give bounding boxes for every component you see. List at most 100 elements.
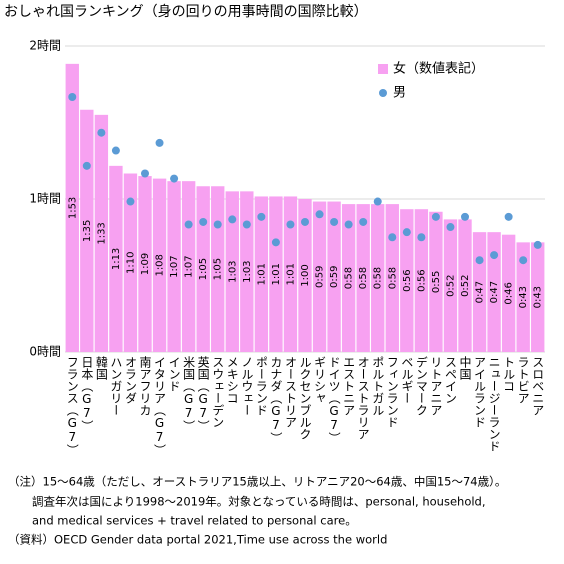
bar <box>298 199 312 352</box>
value-label: 0:56 <box>402 269 413 291</box>
value-label: 1:10 <box>125 252 136 274</box>
x-tick-label: カナダ（G7） <box>269 356 283 444</box>
bar <box>501 234 516 352</box>
bar <box>109 165 123 352</box>
dot <box>184 220 193 229</box>
dot <box>228 215 237 224</box>
bar <box>80 109 94 352</box>
bar <box>196 186 210 352</box>
dot <box>68 93 77 101</box>
x-tick-label: スロベニア <box>531 356 545 416</box>
dot <box>504 212 513 221</box>
dot <box>533 240 542 249</box>
legend-label: 男 <box>393 86 406 101</box>
x-tick-label: ポーランド <box>254 356 268 416</box>
x-tick-label: イタリア（G7） <box>153 356 167 456</box>
x-tick-label: ハンガリー <box>109 356 123 416</box>
value-label: 1:01 <box>256 263 267 285</box>
dot <box>475 256 484 265</box>
value-label: 1:03 <box>242 260 253 282</box>
dot <box>257 212 266 221</box>
bar <box>225 191 239 352</box>
y-tick-label: 2時間 <box>29 39 61 53</box>
value-label: 0:58 <box>358 267 369 289</box>
value-label: 1:07 <box>184 255 195 277</box>
bar <box>385 204 399 352</box>
dot <box>286 220 295 229</box>
bar <box>283 196 298 352</box>
x-tick-label: オランダ <box>123 356 137 404</box>
bar <box>414 209 429 352</box>
bar <box>371 204 385 352</box>
value-label: 1:00 <box>300 264 311 286</box>
x-tick-label: 英国（G7） <box>196 356 210 432</box>
x-tick-label: スウェーデン <box>211 356 225 428</box>
legend-swatch <box>378 64 388 74</box>
x-tick-label: 韓国 <box>94 356 108 380</box>
note: 調査年次は国により1998～2019年。対象となっている時間は、personal… <box>32 495 486 509</box>
x-tick-label: リトアニア <box>429 356 443 416</box>
value-label: 0:58 <box>387 267 398 289</box>
x-tick-label: ルクセンブルク <box>298 356 312 440</box>
value-label: 1:03 <box>227 260 238 282</box>
value-label: 1:07 <box>169 255 180 277</box>
value-label: 0:47 <box>475 281 486 303</box>
value-label: 1:35 <box>82 220 93 242</box>
value-label: 1:01 <box>285 263 296 285</box>
dot <box>388 233 397 242</box>
dot <box>446 223 455 232</box>
bar <box>152 178 167 352</box>
x-tick-label: オーストラリア <box>356 356 370 440</box>
x-tick-label: フィンランド <box>385 356 399 428</box>
x-tick-label: インド <box>167 356 181 392</box>
bar <box>487 232 501 352</box>
x-tick-label: アイルランド <box>473 356 487 428</box>
dot <box>126 197 135 206</box>
value-label: 0:56 <box>416 269 427 291</box>
dot <box>213 220 222 229</box>
y-tick-label: 0時間 <box>29 345 61 359</box>
chart-title: おしゃれ国ランキング（身の回りの用事時間の国際比較） <box>4 4 368 20</box>
dot <box>82 161 91 170</box>
bar <box>138 176 152 352</box>
legend-label: 女（数値表記） <box>393 61 484 77</box>
bar <box>400 209 414 352</box>
value-label: 0:47 <box>489 281 500 303</box>
legend-swatch <box>379 89 387 97</box>
x-tick-label: ラトビア <box>516 356 530 404</box>
x-tick-label: 南アフリカ <box>138 355 152 416</box>
bar <box>123 173 138 352</box>
value-label: 1:53 <box>67 197 78 219</box>
bar <box>341 204 356 352</box>
bar <box>458 219 472 352</box>
value-label: 1:05 <box>198 258 209 280</box>
dot <box>431 212 440 221</box>
x-tick-label: ベルギー <box>400 356 414 404</box>
y-tick-label: 1時間 <box>29 192 61 206</box>
bar <box>94 114 109 352</box>
bar <box>327 201 341 352</box>
value-label: 0:52 <box>460 274 471 296</box>
bar <box>356 204 370 352</box>
x-tick-label: オーストリア <box>283 356 297 428</box>
bar <box>269 196 283 352</box>
bar <box>312 201 327 352</box>
dot <box>111 146 120 155</box>
x-tick-label: ドイツ（G7） <box>327 356 341 444</box>
dot <box>519 256 528 265</box>
dot <box>97 128 106 137</box>
dot <box>271 238 280 247</box>
x-tick-label: メキシコ <box>225 356 239 404</box>
x-tick-label: 米国（G7） <box>182 356 196 432</box>
dot <box>301 217 309 226</box>
bar <box>65 63 79 352</box>
x-tick-label: フランス（G7） <box>65 356 79 456</box>
dot <box>170 174 179 183</box>
value-label: 0:59 <box>329 266 340 288</box>
bar <box>531 242 545 352</box>
dot <box>315 210 324 219</box>
x-tick-label: 日本（G7） <box>80 356 94 432</box>
dot <box>359 217 368 226</box>
x-tick-label: デンマーク <box>414 356 428 416</box>
